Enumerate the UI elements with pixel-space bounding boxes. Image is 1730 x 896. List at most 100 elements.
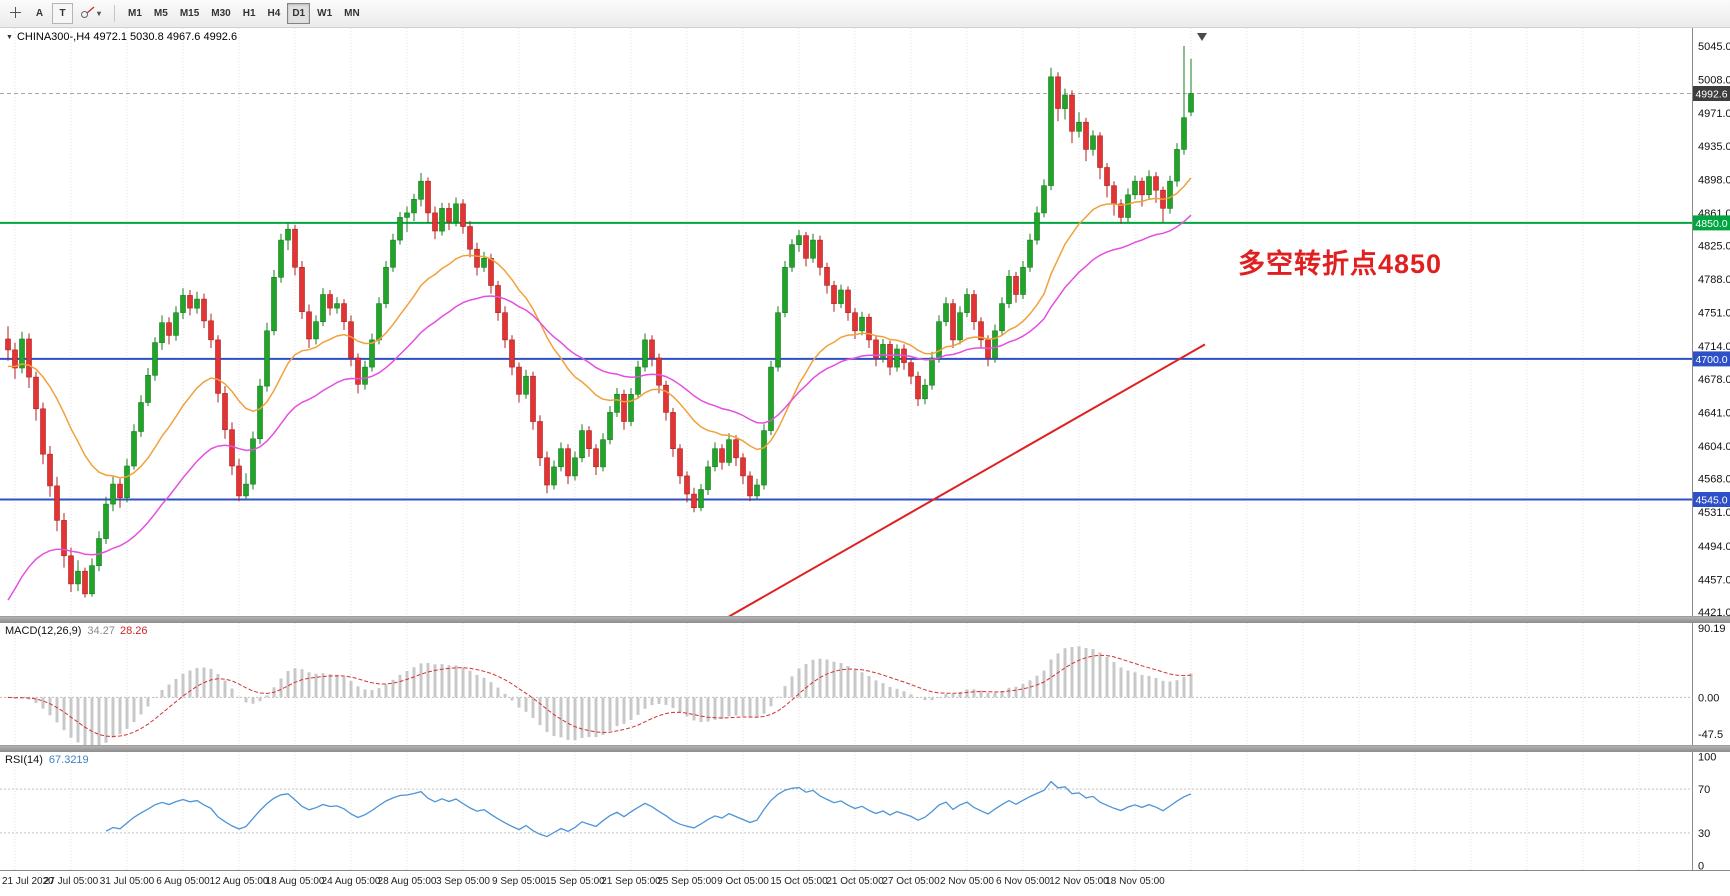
macd-signal-line xyxy=(7,654,1192,738)
toolbar-separator xyxy=(114,5,116,22)
svg-text:4850.0: 4850.0 xyxy=(1695,218,1727,230)
grid-lines xyxy=(14,28,1640,616)
svg-text:4992.6: 4992.6 xyxy=(1695,89,1727,101)
svg-text:5008.0: 5008.0 xyxy=(1698,75,1730,87)
svg-text:4714.0: 4714.0 xyxy=(1698,341,1730,353)
svg-text:4898.0: 4898.0 xyxy=(1698,174,1730,186)
macd-axis-labels: 90.19 0.00 -47.5 xyxy=(1698,623,1726,741)
macd-name: MACD(12,26,9) xyxy=(5,625,82,637)
time-label: 18 Nov 05:00 xyxy=(1105,876,1165,887)
time-label: 12 Aug 05:00 xyxy=(209,876,269,887)
chevron-down-icon: ▾ xyxy=(97,9,102,18)
rsi-name: RSI(14) xyxy=(5,754,43,766)
panel-separator[interactable] xyxy=(0,745,1730,752)
rsi-panel[interactable]: 100 70 30 0 RSI(14) 67.3219 xyxy=(0,752,1730,870)
time-label: 21 Jul 2020 xyxy=(2,876,54,887)
timeframe-button-h1[interactable]: H1 xyxy=(238,3,261,24)
time-label: 25 Sep 05:00 xyxy=(657,876,717,887)
draw-tools-icon xyxy=(80,6,95,22)
candles-layer xyxy=(5,46,1194,598)
svg-text:4494.0: 4494.0 xyxy=(1698,541,1730,553)
timeframe-button-d1[interactable]: D1 xyxy=(287,3,311,24)
svg-text:5045.0: 5045.0 xyxy=(1698,41,1730,53)
text-frame-button[interactable]: T xyxy=(52,3,73,24)
macd-chart[interactable]: 90.19 0.00 -47.5 xyxy=(0,623,1730,745)
time-label: 6 Nov 05:00 xyxy=(996,876,1050,887)
svg-text:4604.0: 4604.0 xyxy=(1698,441,1730,453)
grid-lines xyxy=(14,752,1640,870)
svg-text:4641.0: 4641.0 xyxy=(1698,407,1730,419)
timeframe-button-m15[interactable]: M15 xyxy=(175,3,204,24)
trend-line[interactable] xyxy=(728,343,1206,616)
svg-text:90.19: 90.19 xyxy=(1698,623,1726,635)
time-label: 27 Jul 05:00 xyxy=(43,876,99,887)
toolbar: A T ▾ M1 M5 M15 M30 H1 H4 D1 W1 MN xyxy=(0,0,1730,28)
time-label: 21 Oct 05:00 xyxy=(826,876,884,887)
time-label: 31 Jul 05:00 xyxy=(99,876,155,887)
panel-separator[interactable] xyxy=(0,616,1730,623)
price-axis-labels: 5045.05008.04971.04935.04898.04861.04825… xyxy=(1698,41,1730,616)
svg-text:4825.0: 4825.0 xyxy=(1698,241,1730,253)
svg-text:70: 70 xyxy=(1698,784,1710,796)
chart-header: ▼ CHINA300-,H4 4972.1 5030.8 4967.6 4992.… xyxy=(6,31,237,43)
crosshair-icon xyxy=(9,6,22,22)
macd-panel[interactable]: 90.19 0.00 -47.5 MACD(12,26,9) 34.27 28.26 xyxy=(0,623,1730,745)
rsi-level-lines xyxy=(0,788,1692,834)
macd-value-main: 34.27 xyxy=(87,625,115,637)
candlestick-chart[interactable]: 5045.05008.04971.04935.04898.04861.04825… xyxy=(0,28,1730,616)
shift-marker-icon[interactable] xyxy=(1197,33,1207,41)
macd-label: MACD(12,26,9) 34.27 28.26 xyxy=(5,625,147,637)
svg-text:4421.0: 4421.0 xyxy=(1698,607,1730,616)
chart-header-text: CHINA300-,H4 4972.1 5030.8 4967.6 4992.6 xyxy=(16,31,238,43)
annotation-text: 多空转折点4850 xyxy=(1238,249,1443,279)
time-label: 9 Oct 05:00 xyxy=(717,876,769,887)
rsi-value: 67.3219 xyxy=(48,754,89,766)
time-label: 12 Nov 05:00 xyxy=(1049,876,1109,887)
svg-text:0: 0 xyxy=(1698,861,1704,870)
svg-text:4457.0: 4457.0 xyxy=(1698,574,1730,586)
time-label: 18 Aug 05:00 xyxy=(265,876,325,887)
draw-tools-dropdown-button[interactable]: ▾ xyxy=(75,3,106,24)
timeframe-button-m30[interactable]: M30 xyxy=(206,3,235,24)
svg-text:0.00: 0.00 xyxy=(1698,692,1719,704)
svg-text:4568.0: 4568.0 xyxy=(1698,474,1730,486)
rsi-axis-labels: 100 70 30 0 xyxy=(1698,752,1716,870)
svg-text:100: 100 xyxy=(1698,752,1716,763)
rsi-label: RSI(14) 67.3219 xyxy=(5,754,89,766)
time-label: 27 Oct 05:00 xyxy=(882,876,940,887)
svg-text:4700.0: 4700.0 xyxy=(1695,354,1727,366)
time-label: 15 Sep 05:00 xyxy=(545,876,605,887)
svg-text:4788.0: 4788.0 xyxy=(1698,274,1730,286)
main-chart-panel[interactable]: 5045.0 5008.0 4971.0 4935.0 4898.0 4861.0 4825… xyxy=(0,28,1730,616)
time-label: 9 Sep 05:00 xyxy=(492,876,546,887)
rsi-line xyxy=(105,780,1192,838)
price-tags: 4850.0 4700.0 4545.0 4992.6 xyxy=(1693,86,1730,507)
timeframe-button-mn[interactable]: MN xyxy=(339,3,365,24)
timeframe-button-w1[interactable]: W1 xyxy=(312,3,337,24)
macd-value-signal: 28.26 xyxy=(119,625,148,637)
svg-text:4971.0: 4971.0 xyxy=(1698,108,1730,120)
timeframe-button-m1[interactable]: M1 xyxy=(123,3,147,24)
svg-text:4678.0: 4678.0 xyxy=(1698,374,1730,386)
rsi-chart[interactable]: 100 70 30 0 xyxy=(0,752,1730,870)
text-tool-button[interactable]: A xyxy=(29,3,50,24)
time-label: 28 Aug 05:00 xyxy=(377,876,437,887)
time-label: 15 Oct 05:00 xyxy=(770,876,828,887)
svg-text:4531.0: 4531.0 xyxy=(1698,507,1730,519)
svg-text:4935.0: 4935.0 xyxy=(1698,141,1730,153)
time-axis[interactable]: 21 Jul 2020 27 Jul 05:00 31 Jul 05:00 6 Aug… xyxy=(0,870,1730,896)
crosshair-button[interactable] xyxy=(4,3,27,24)
time-label: 24 Aug 05:00 xyxy=(321,876,381,887)
symbol-dropdown-icon: ▼ xyxy=(6,34,13,41)
time-label: 3 Sep 05:00 xyxy=(436,876,490,887)
macd-histogram xyxy=(6,646,1193,745)
horizontal-levels[interactable] xyxy=(0,93,1692,501)
moving-averages xyxy=(7,177,1192,601)
timeframe-button-h4[interactable]: H4 xyxy=(263,3,286,24)
time-label: 21 Sep 05:00 xyxy=(601,876,661,887)
timeframe-button-m5[interactable]: M5 xyxy=(149,3,173,24)
time-label: 6 Aug 05:00 xyxy=(156,876,210,887)
svg-text:4751.0: 4751.0 xyxy=(1698,308,1730,320)
svg-text:-47.5: -47.5 xyxy=(1698,729,1723,741)
